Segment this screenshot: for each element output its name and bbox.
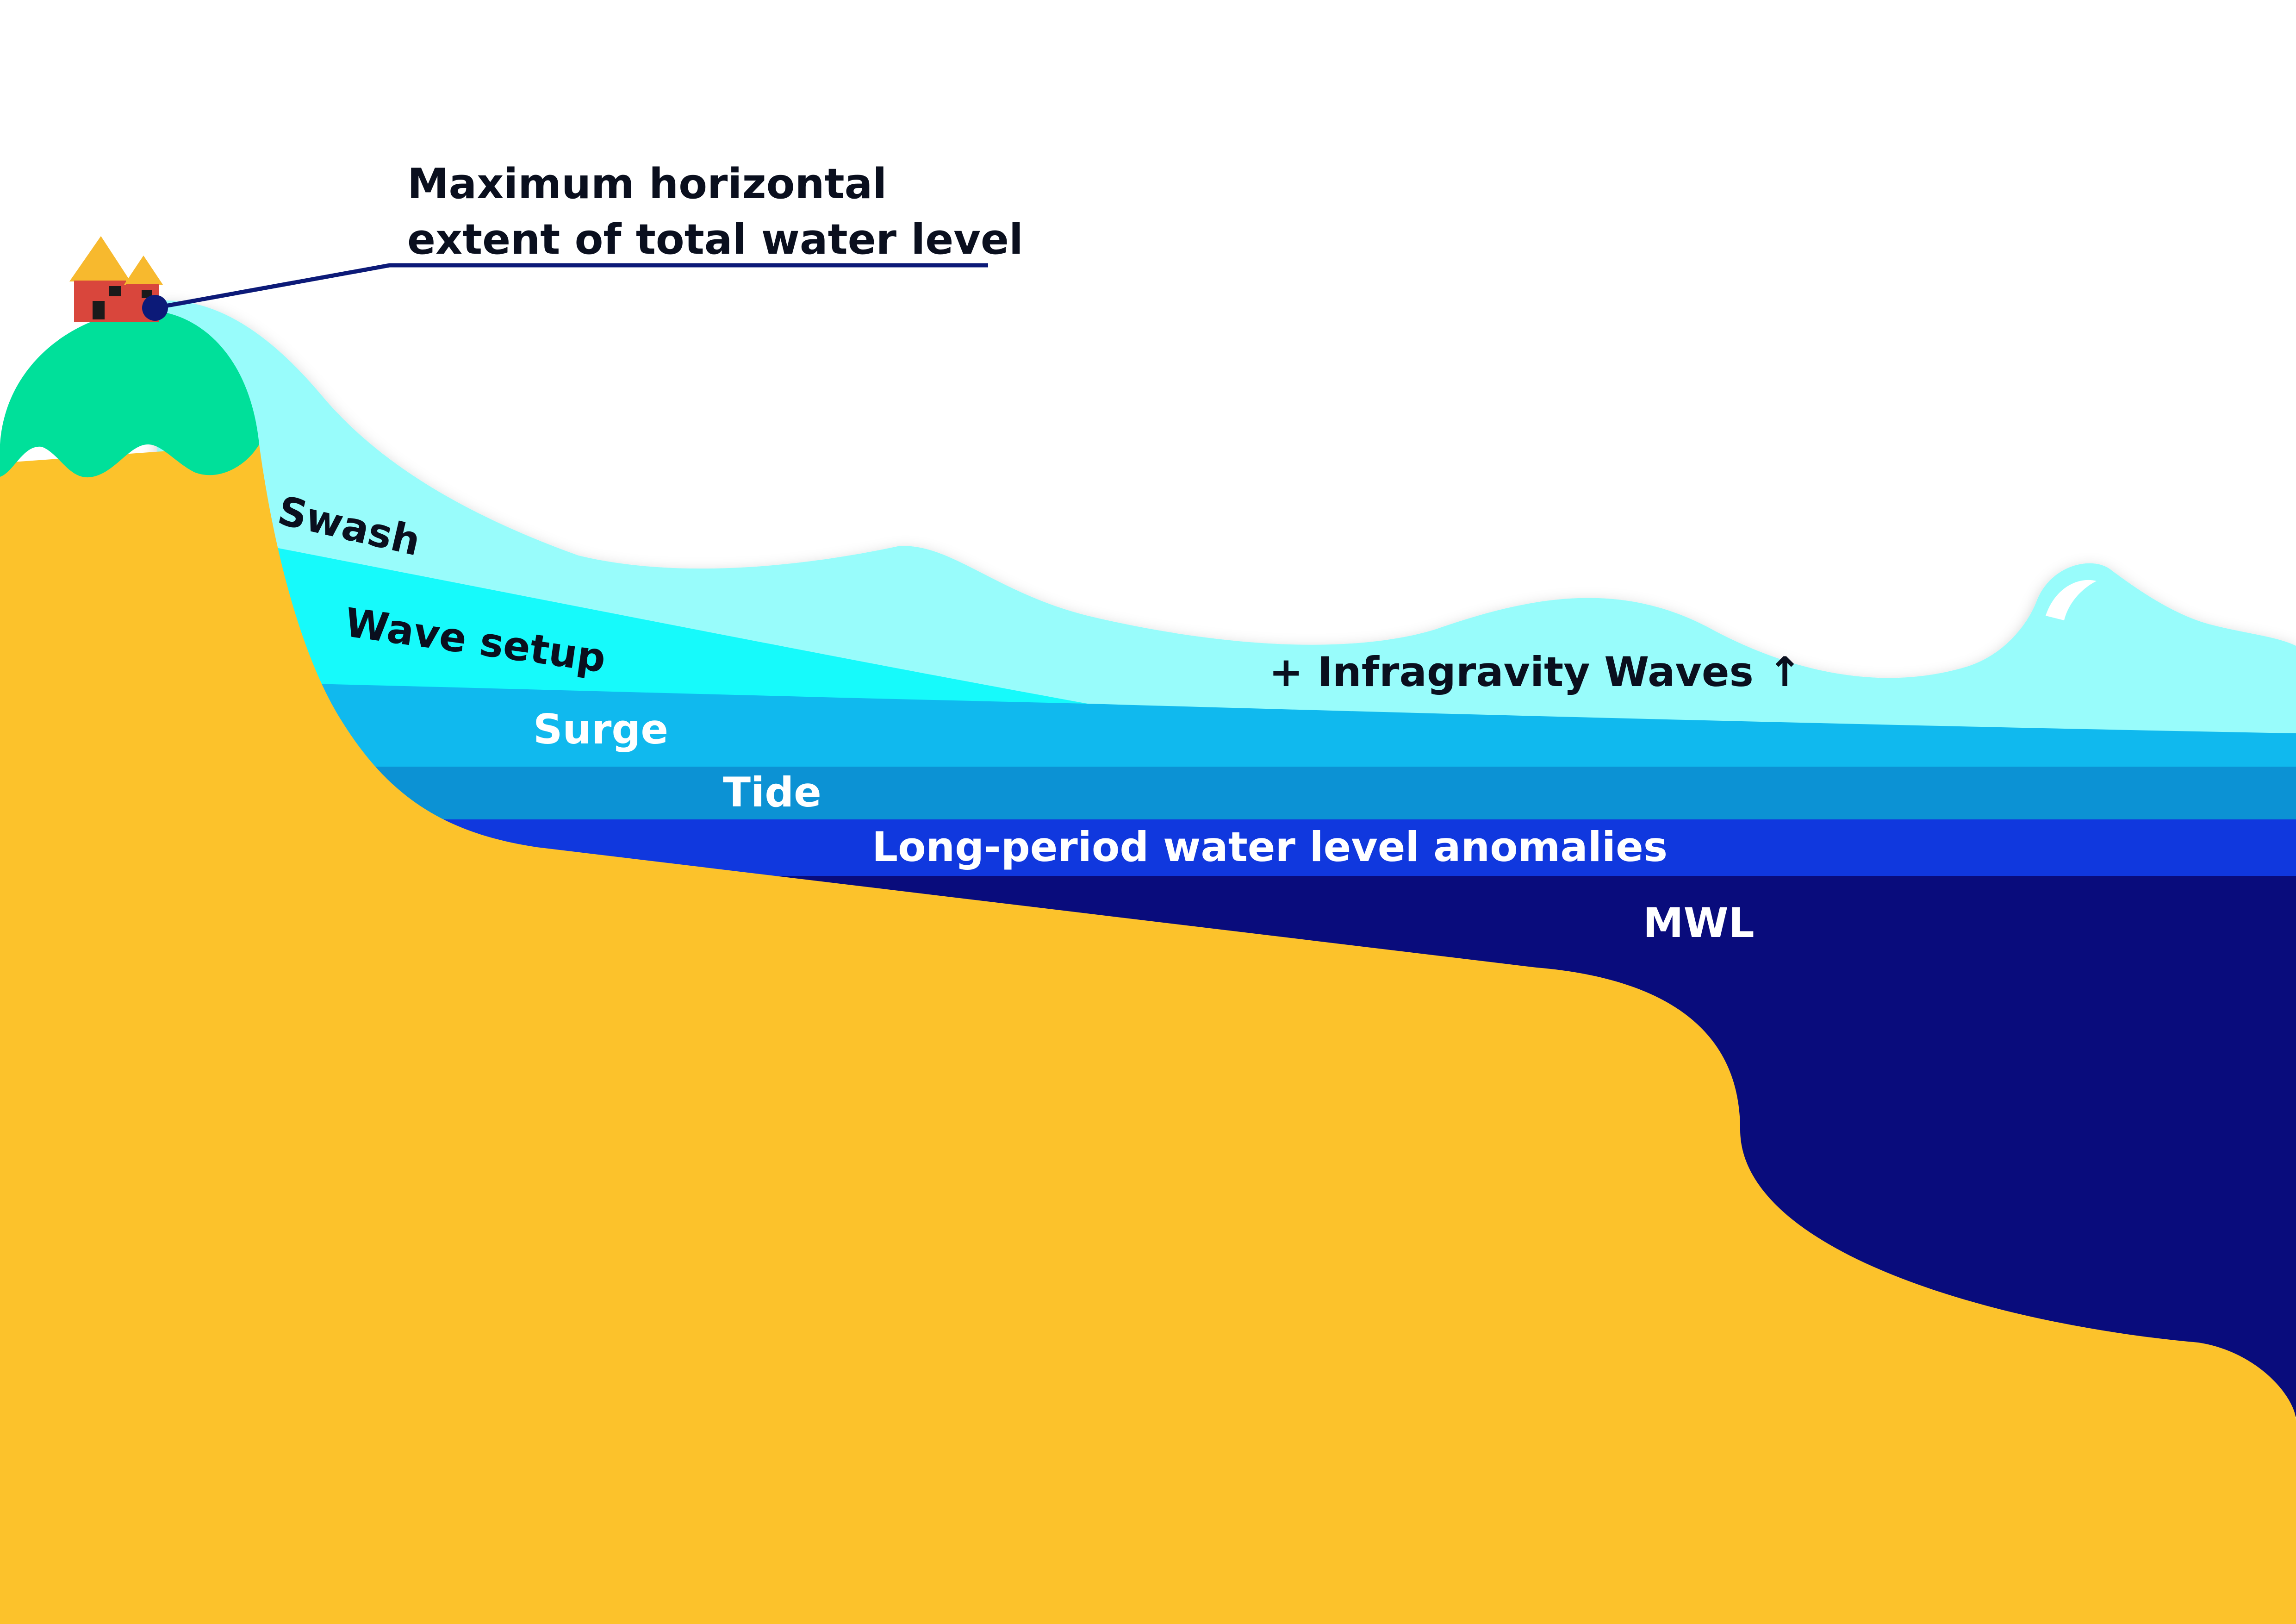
wave-setup-layer	[259, 544, 1088, 704]
title-line-1: Maximum horizontal	[407, 160, 887, 208]
breaking-wave-curl	[2046, 580, 2097, 620]
mwl-label: MWL	[1643, 899, 1755, 947]
max-extent-title: Maximum horizontal extent of total water…	[407, 156, 1023, 268]
max-extent-marker	[142, 295, 168, 321]
tide-layer	[301, 765, 2296, 819]
tide-label: Tide	[723, 768, 821, 816]
surge-overlay	[278, 683, 2296, 767]
title-line-2: extent of total water level	[407, 215, 1023, 264]
sand-terrain	[0, 444, 2296, 1624]
surge-label: Surge	[533, 706, 669, 753]
infragravity-waves-label: + Infragravity Waves ↑	[1269, 648, 1802, 696]
green-hill	[0, 310, 259, 478]
houses-icon	[69, 236, 163, 322]
anomalies-label: Long-period water level anomalies	[872, 823, 1668, 871]
leader-line	[155, 263, 988, 310]
